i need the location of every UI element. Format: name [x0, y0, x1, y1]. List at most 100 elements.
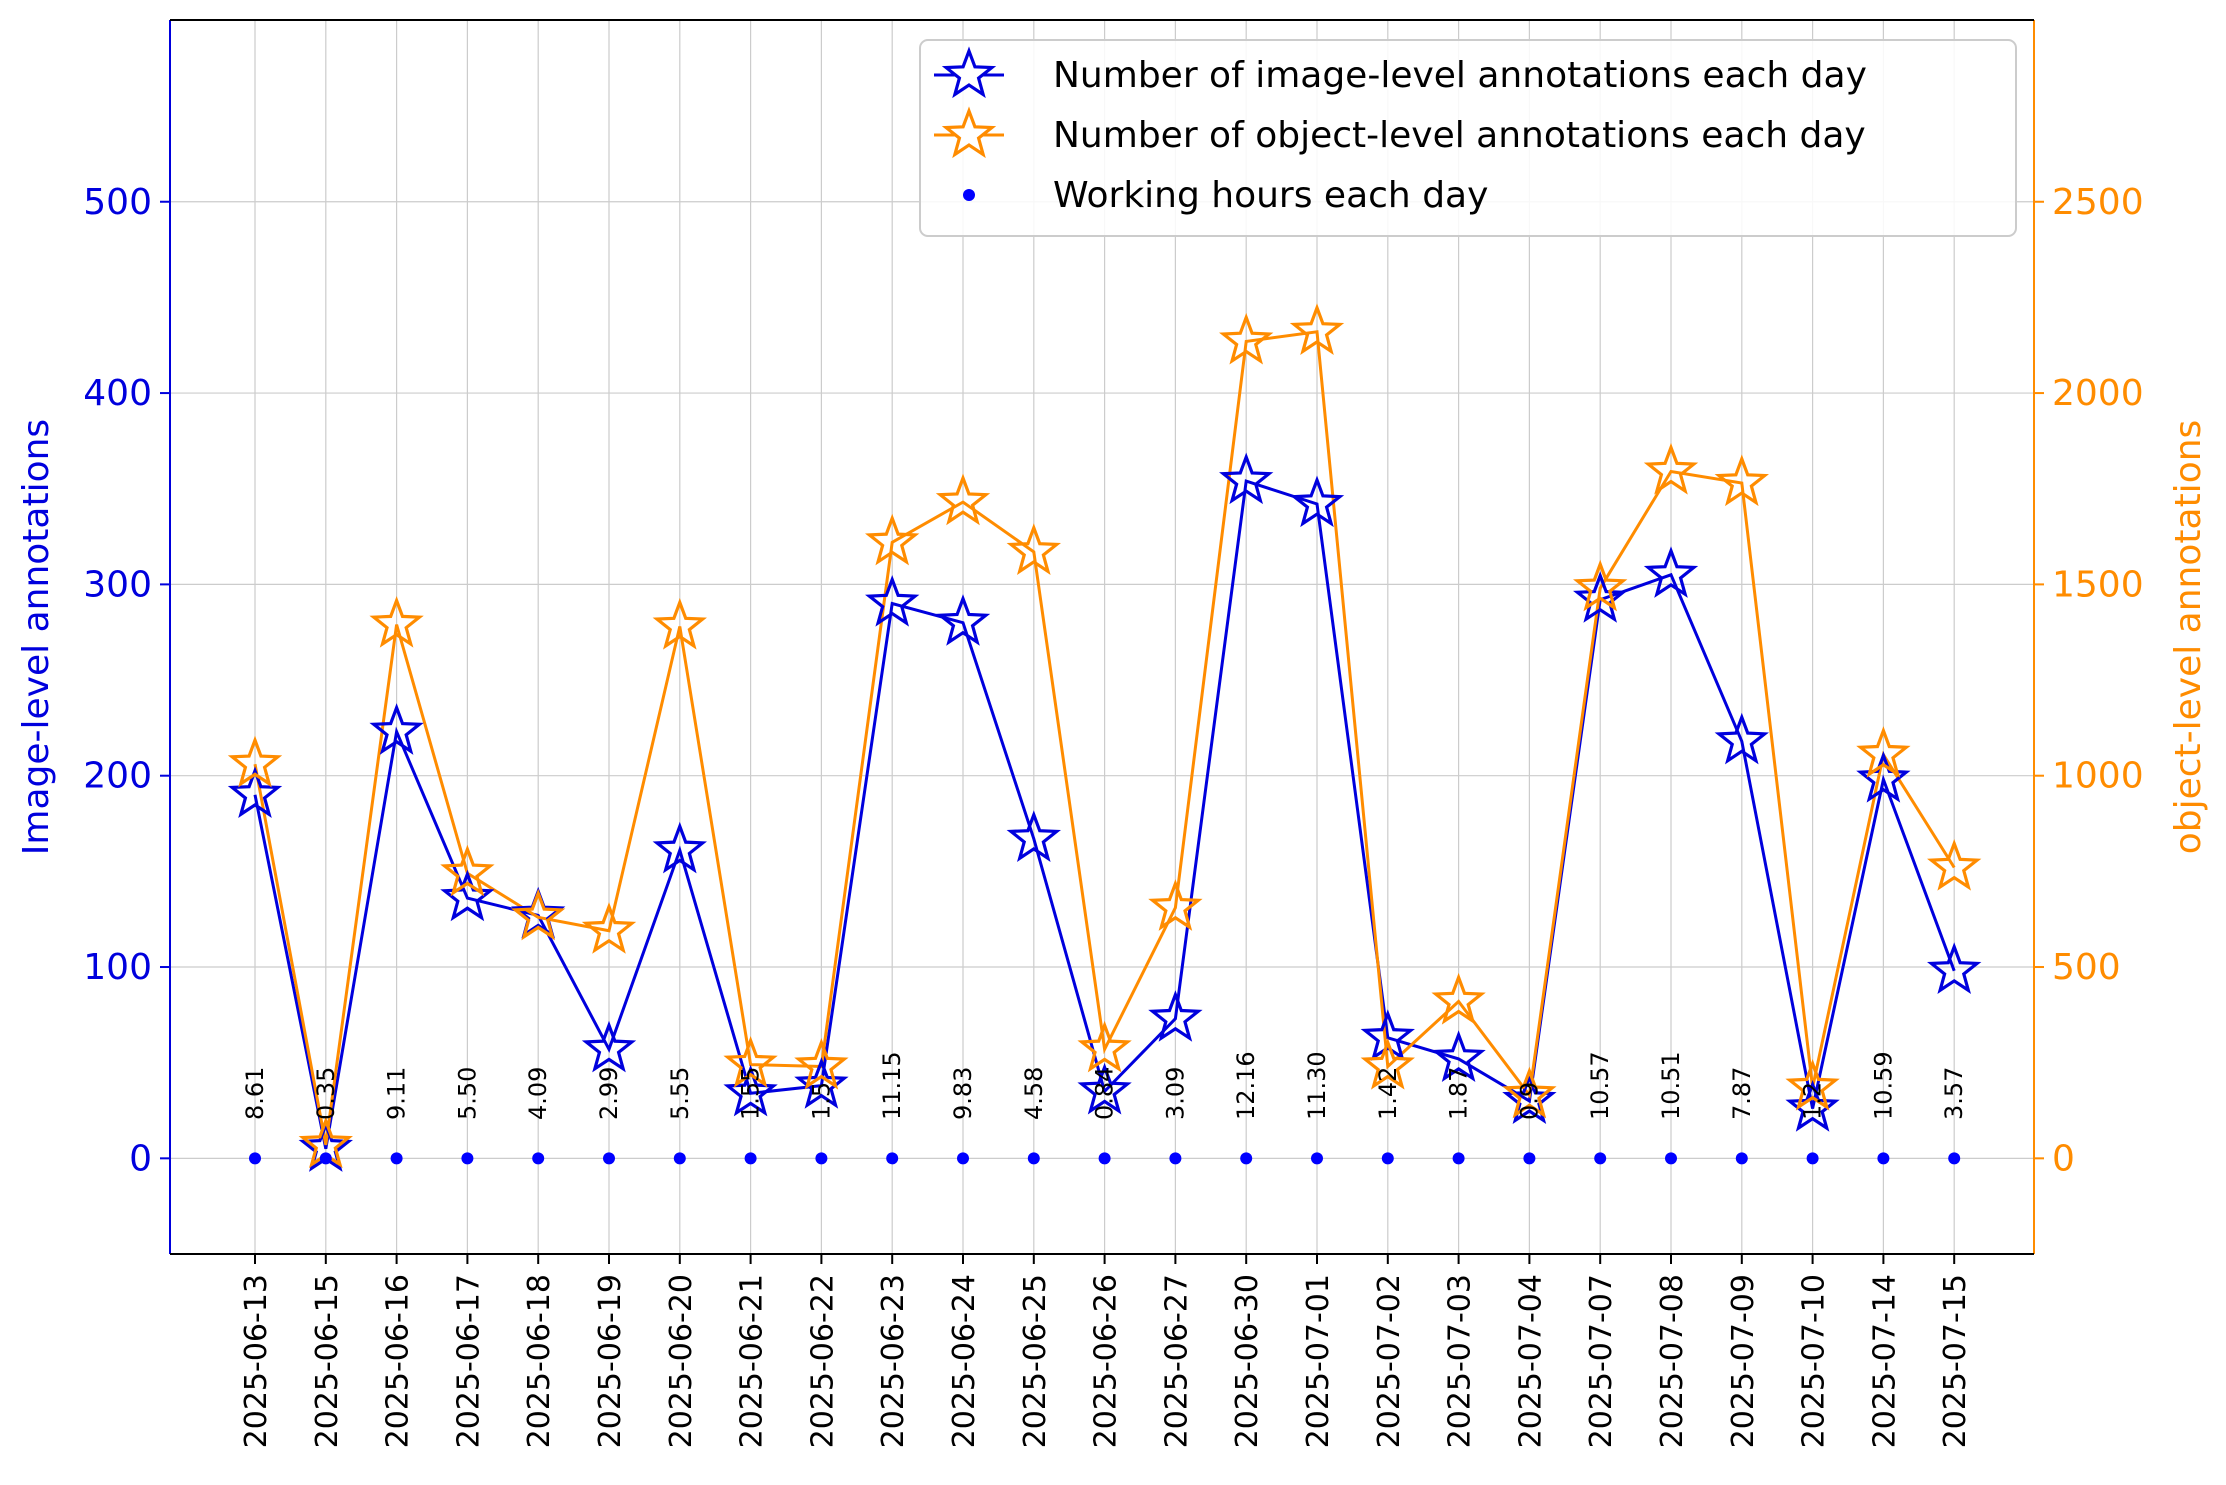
data-point-star	[1927, 838, 1982, 891]
data-point-star	[1219, 312, 1274, 365]
working-hours-dot	[673, 1152, 686, 1165]
hour-label: 5.50	[453, 1067, 481, 1120]
data-point-star	[1077, 1062, 1132, 1115]
x-tick-label: 2025-06-27	[1159, 1274, 1194, 1448]
legend-label: Number of image-level annotations each d…	[1053, 55, 1867, 96]
right-tick-label: 1500	[2052, 564, 2144, 605]
data-point-star	[865, 513, 920, 566]
hour-label: 12.16	[1232, 1051, 1260, 1120]
data-point-star	[935, 594, 991, 646]
x-tick-label: 2025-06-13	[239, 1274, 274, 1448]
x-tick-label: 2025-07-14	[1867, 1274, 1902, 1448]
data-point-star	[440, 844, 495, 897]
legend-label: Working hours each day	[1053, 175, 1488, 216]
data-point-star	[1785, 1058, 1840, 1111]
x-tick-label: 2025-06-17	[451, 1274, 486, 1448]
data-point-star	[1573, 559, 1628, 612]
left-tick-label: 0	[129, 1138, 152, 1179]
data-point-star	[652, 597, 707, 650]
x-tick-label: 2025-07-03	[1443, 1274, 1478, 1448]
working-hours-dot	[249, 1152, 261, 1165]
working-hours-dot	[1098, 1152, 1111, 1165]
axes: 0 100 200 300 400 500 0 500 1000 1500 2000 2500 2025…	[16, 19, 2209, 1448]
hour-label: 11.30	[1303, 1051, 1331, 1120]
x-tick-label: 2025-06-16	[381, 1274, 416, 1448]
working-hours-dot	[1806, 1152, 1819, 1165]
hour-label: 0.84	[1091, 1067, 1119, 1120]
hour-label: 4.58	[1020, 1067, 1048, 1120]
hour-label: 9.11	[383, 1067, 411, 1120]
hour-label: 11.15	[878, 1051, 906, 1120]
data-point-star	[794, 1057, 849, 1109]
right-tick-label: 2500	[2052, 182, 2144, 223]
data-point-star	[1714, 454, 1769, 507]
hour-label: 10.57	[1586, 1051, 1614, 1120]
data-point-star	[1927, 942, 1982, 994]
data-point-star	[1431, 1030, 1486, 1082]
legend-label: Number of object-level annotations each …	[1053, 115, 1866, 156]
data-point-star	[1643, 442, 1699, 495]
data-point-star	[1219, 452, 1274, 505]
data-point-star	[440, 869, 495, 922]
data-point-star	[1431, 972, 1486, 1025]
legend-star-marker	[941, 106, 997, 159]
legend: Number of image-level annotations each d…	[919, 39, 2017, 237]
hour-label: 10.51	[1657, 1051, 1685, 1120]
data-point-star	[1643, 546, 1699, 598]
data-point-star	[1360, 1009, 1415, 1061]
data-point-star	[1289, 475, 1345, 528]
data-point-star	[1856, 726, 1911, 778]
hour-label: 1.5	[807, 1082, 835, 1120]
y-right-label: object-level annotations	[2168, 420, 2209, 855]
hour-label: 2.99	[595, 1067, 623, 1120]
series-layer	[227, 303, 1982, 1172]
hour-label: 7.87	[1728, 1067, 1756, 1120]
hour-label: 3.09	[1161, 1067, 1189, 1120]
working-hours-dot	[1877, 1152, 1890, 1165]
data-point-star	[511, 888, 566, 941]
working-hours-dot	[1735, 1152, 1748, 1165]
hour-label: 9.83	[949, 1067, 977, 1120]
legend-box	[919, 39, 2017, 237]
x-tick-label: 2025-07-10	[1797, 1274, 1832, 1448]
working-hours-dot	[1381, 1152, 1394, 1165]
x-tick-label: 2025-06-18	[522, 1274, 557, 1448]
hour-label: 10.59	[1869, 1051, 1897, 1120]
working-hours-dot	[1523, 1152, 1536, 1165]
working-hours-dot	[815, 1152, 828, 1165]
hour-label: 1.2	[1799, 1082, 1827, 1120]
left-tick-label: 300	[83, 564, 152, 605]
x-tick-label: 2025-06-22	[805, 1274, 840, 1448]
data-point-star	[369, 703, 424, 755]
data-point-star	[652, 821, 707, 874]
data-point-star	[1573, 571, 1628, 623]
hour-label: 1.87	[1445, 1067, 1473, 1120]
data-point-star	[1006, 523, 1061, 575]
data-point-star	[227, 735, 283, 788]
x-tick-label: 2025-06-21	[735, 1274, 770, 1448]
data-point-star	[1360, 1037, 1415, 1090]
hour-label: 0.9	[1515, 1082, 1543, 1120]
working-hours-dot	[532, 1152, 545, 1165]
x-tick-label: 2025-07-09	[1726, 1274, 1761, 1448]
working-hours-dot	[744, 1152, 757, 1165]
data-point-star	[1077, 1020, 1132, 1073]
x-tick-label: 2025-06-19	[593, 1274, 628, 1448]
data-point-star	[1502, 1066, 1557, 1119]
x-tick-label: 2025-06-20	[664, 1274, 699, 1448]
working-hours-dot	[1311, 1152, 1323, 1165]
data-point-star	[1006, 810, 1061, 862]
x-tick-label: 2025-06-30	[1230, 1274, 1265, 1448]
data-point-star	[1856, 750, 1911, 803]
data-point-star	[1148, 990, 1203, 1042]
working-hours-dot	[1452, 1152, 1465, 1165]
data-point-star	[1714, 712, 1769, 765]
x-tick-label: 2025-06-26	[1089, 1274, 1124, 1448]
data-point-star	[369, 595, 424, 648]
hour-label: 1.42	[1374, 1067, 1402, 1120]
working-hours-dot	[1169, 1152, 1182, 1165]
x-tick-label: 2025-07-15	[1938, 1274, 1973, 1448]
right-tick-label: 1000	[2052, 756, 2144, 797]
working-hours-dot	[886, 1152, 899, 1165]
